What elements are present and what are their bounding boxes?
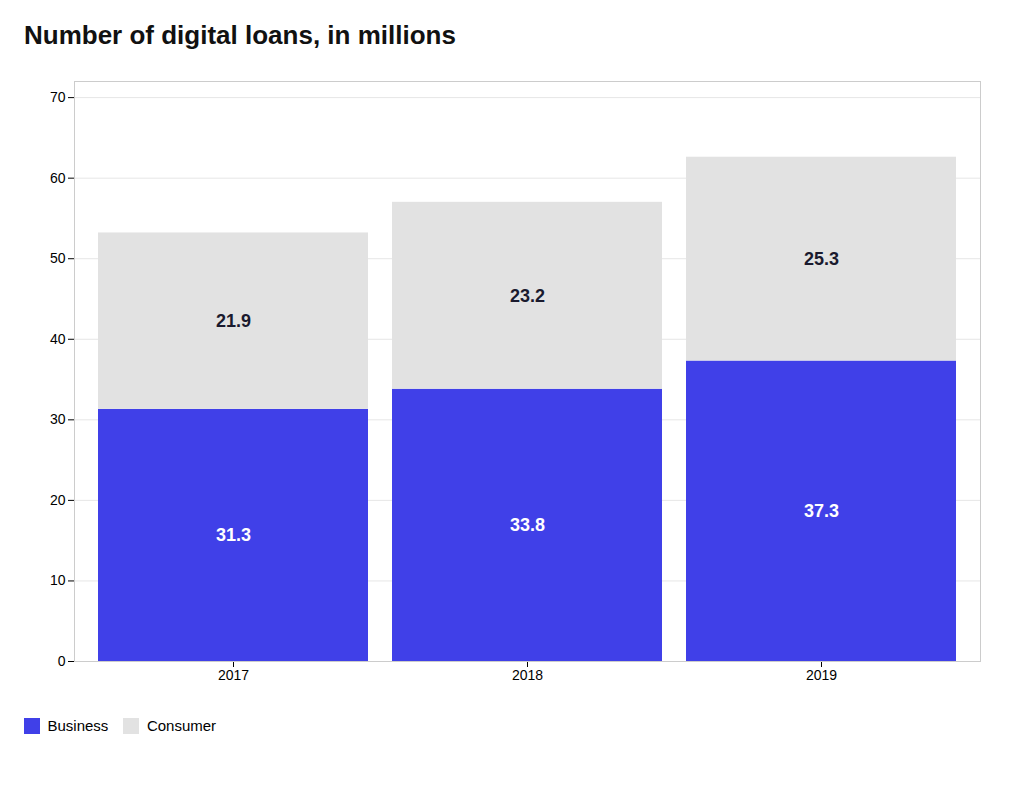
svg-text:30: 30 [50,411,66,427]
svg-text:10: 10 [50,572,66,588]
svg-text:23.2: 23.2 [510,286,545,306]
html-text:Business: Business [47,717,109,734]
svg-text:25.3: 25.3 [804,249,839,269]
svg-text:60: 60 [50,170,66,186]
svg-text:20: 20 [50,492,66,508]
svg-text:2018: 2018 [512,667,543,683]
svg-text:0: 0 [58,653,66,669]
svg-text:21.9: 21.9 [216,311,251,331]
svg-text:70: 70 [50,89,66,105]
svg-text:2019: 2019 [806,667,837,683]
svg-text:37.3: 37.3 [804,501,839,521]
svg-text:31.3: 31.3 [216,525,251,545]
html-text:Consumer: Consumer [146,717,217,734]
svg-text:50: 50 [50,250,66,266]
svg-text:2017: 2017 [218,667,249,683]
html-text:Number of digital loans, in mi: Number of digital loans, in millions [24,20,456,50]
svg-text:40: 40 [50,331,66,347]
svg-text:33.8: 33.8 [510,515,545,535]
